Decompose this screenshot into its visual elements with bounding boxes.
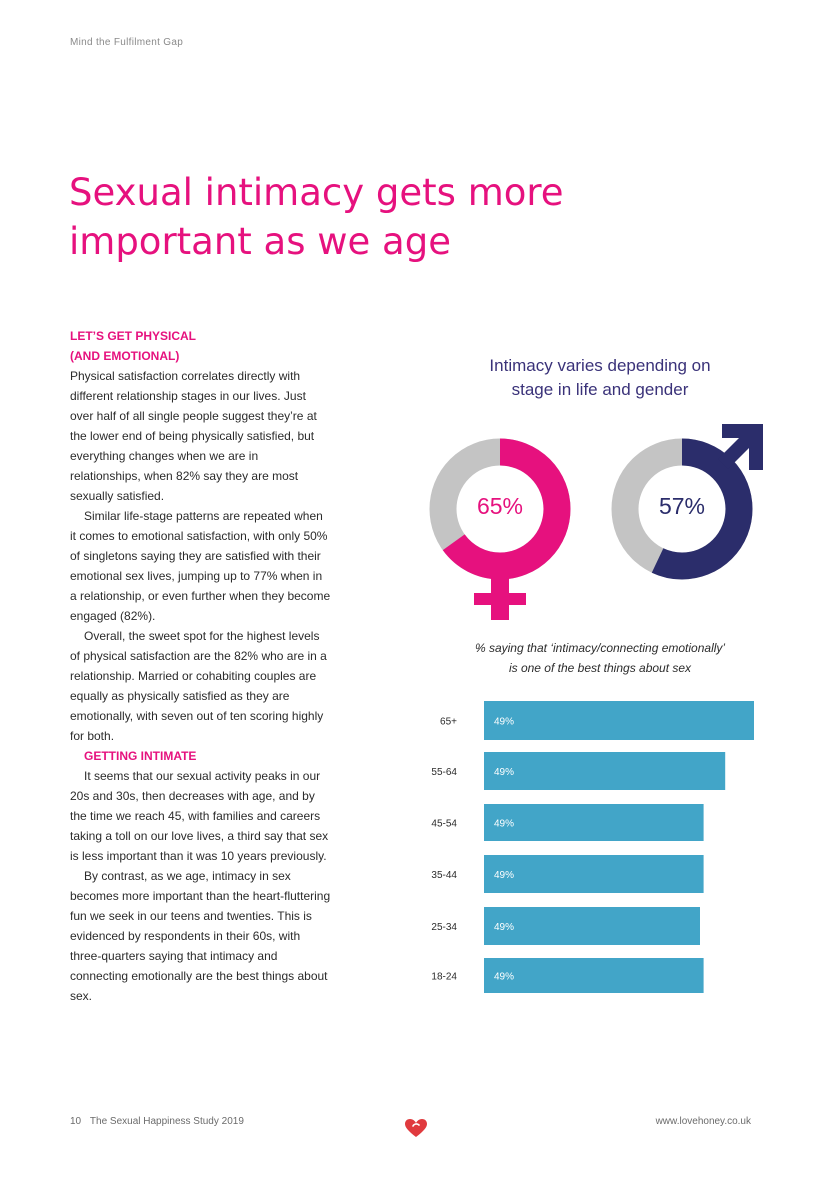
bar-25-34 xyxy=(484,907,700,945)
female-donut-value-arc xyxy=(429,438,571,580)
chart-caption: % saying that ‘intimacy/connecting emoti… xyxy=(440,638,760,678)
section-heading-physical: LET’S GET PHYSICAL (AND EMOTIONAL) xyxy=(70,326,332,366)
category-label: 25-34 xyxy=(431,922,457,933)
heart-logo-icon xyxy=(405,1119,427,1137)
section-heading-line: (AND EMOTIONAL) xyxy=(70,349,180,363)
chart-caption-line: is one of the best things about sex xyxy=(508,661,692,675)
body-paragraph: Similar life-stage patterns are repeated… xyxy=(70,509,331,623)
data-label: 49% xyxy=(494,819,514,830)
body-paragraph: Physical satisfaction correlates directl… xyxy=(70,369,317,503)
section-heading-line: GETTING INTIMATE xyxy=(84,749,197,763)
data-label: 49% xyxy=(494,767,514,778)
category-label: 65+ xyxy=(440,717,457,728)
category-label: 45-54 xyxy=(431,819,457,830)
infographic-title-line: stage in life and gender xyxy=(511,380,689,399)
running-head: Mind the Fulfilment Gap xyxy=(70,37,184,48)
bar-55-64 xyxy=(484,752,726,790)
page-title-line: Sexual intimacy gets more xyxy=(69,171,564,214)
body-paragraph: By contrast, as we age, intimacy in sex … xyxy=(70,869,331,1003)
footer-left: 10 The Sexual Happiness Study 2019 xyxy=(70,1116,244,1127)
chart-caption-line: % saying that ‘intimacy/connecting emoti… xyxy=(474,641,726,655)
bar-18-24 xyxy=(484,958,704,993)
body-text-column: LET’S GET PHYSICAL (AND EMOTIONAL) Physi… xyxy=(70,326,332,1006)
category-label: 18-24 xyxy=(431,972,457,983)
footer-url: www.lovehoney.co.uk xyxy=(655,1116,751,1127)
page-title: Sexual intimacy gets more important as w… xyxy=(69,168,689,266)
page-title-line: important as we age xyxy=(69,220,451,263)
female-percentage: 65% xyxy=(476,493,524,519)
section-heading-line: LET’S GET PHYSICAL xyxy=(70,329,197,343)
page-number: 10 xyxy=(70,1116,82,1127)
section-heading-intimate: GETTING INTIMATE xyxy=(70,746,332,766)
male-donut xyxy=(611,424,763,580)
bar-35-44 xyxy=(484,855,704,893)
bar-65+ xyxy=(484,701,754,740)
bar-45-54 xyxy=(484,804,704,841)
male-percentage: 57% xyxy=(658,493,706,519)
male-donut-value-arc xyxy=(611,438,753,580)
body-paragraph: It seems that our sexual activity peaks … xyxy=(70,769,329,863)
infographic-title-line: Intimacy varies depending on xyxy=(489,356,711,375)
infographic-title: Intimacy varies depending on stage in li… xyxy=(440,354,760,402)
publication-name: The Sexual Happiness Study 2019 xyxy=(89,1116,244,1127)
female-donut xyxy=(429,438,571,620)
male-symbol-icon xyxy=(718,424,763,470)
data-label: 49% xyxy=(494,972,514,983)
data-label: 49% xyxy=(494,717,514,728)
female-symbol-icon xyxy=(474,578,526,620)
data-label: 49% xyxy=(494,922,514,933)
category-label: 35-44 xyxy=(431,870,457,881)
data-label: 49% xyxy=(494,870,514,881)
body-paragraph: Overall, the sweet spot for the highest … xyxy=(70,629,327,743)
age-bar-chart: 65+ 49% 55-64 49% 45-54 49% 35-44 49% 25-34 49% 18… xyxy=(431,701,754,993)
category-label: 55-64 xyxy=(431,767,457,778)
